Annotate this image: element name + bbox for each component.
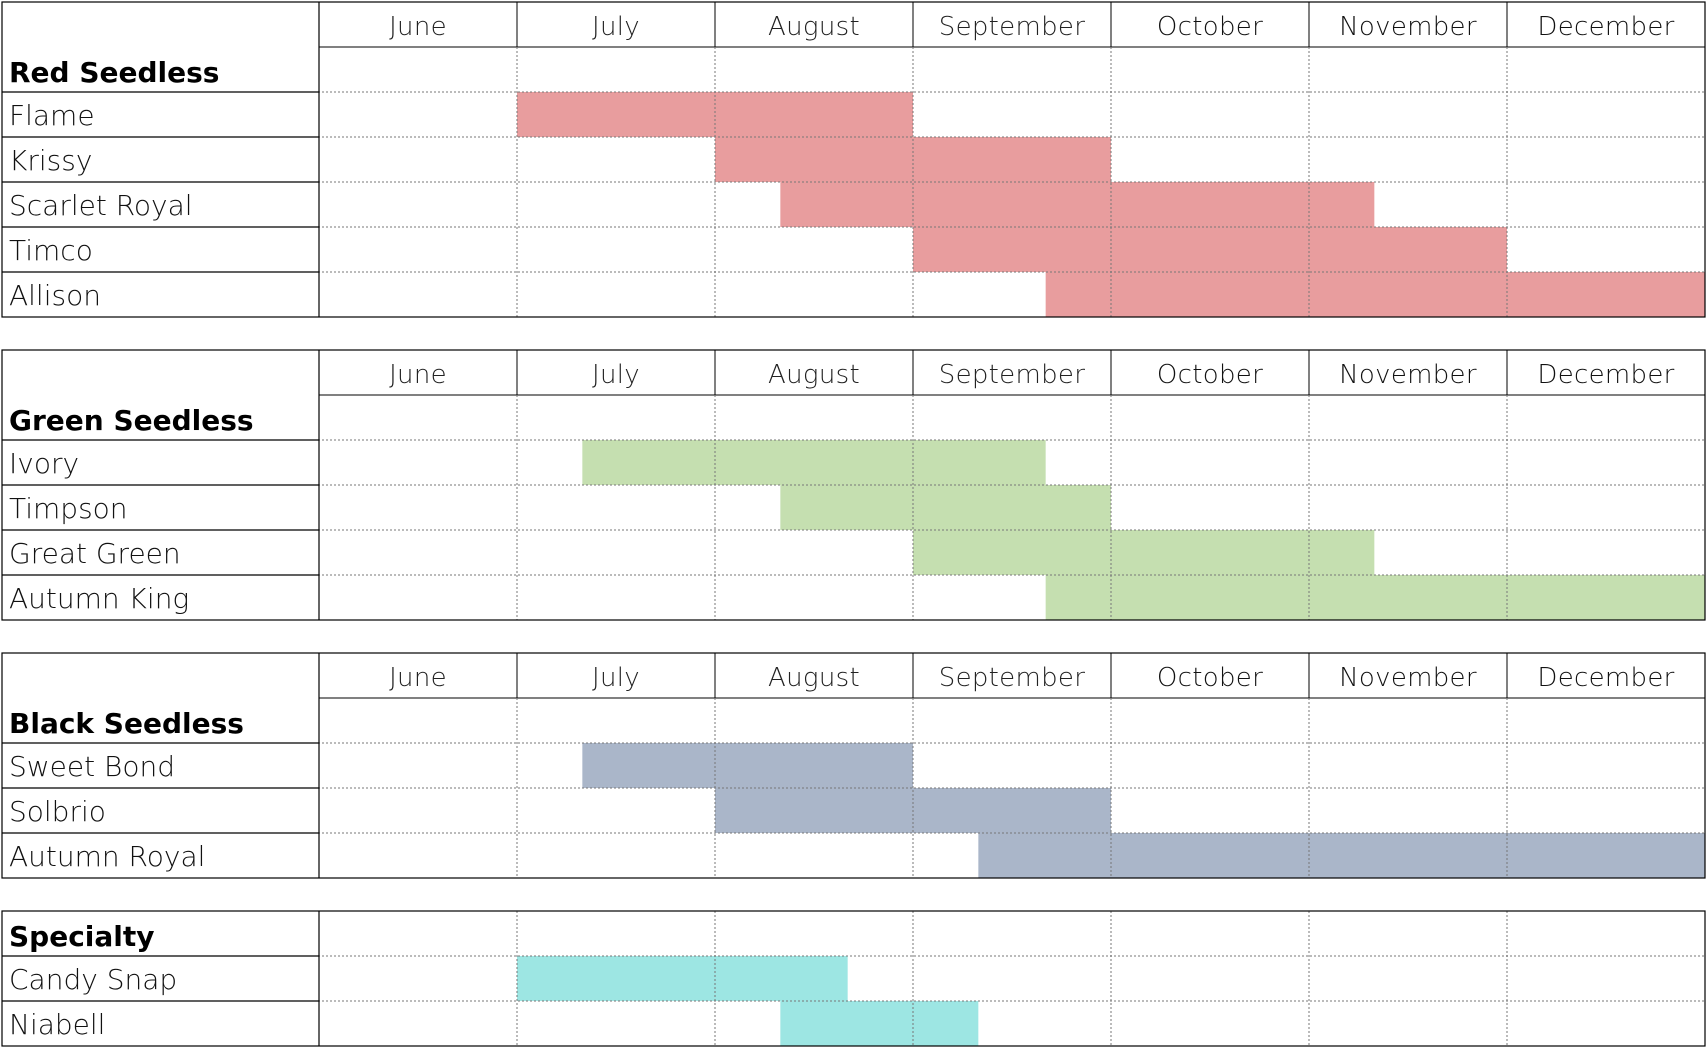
- group-border-black-seedless: [1, 652, 1706, 879]
- month-header-december: December: [1537, 360, 1674, 390]
- month-header-august: August: [768, 663, 860, 693]
- availability-bar-niabell: [780, 1001, 979, 1046]
- availability-bar-ivory: [582, 440, 1046, 485]
- availability-bar-candy-snap: [517, 956, 848, 1001]
- variety-label-niabell: Niabell: [9, 1008, 105, 1041]
- variety-label-candy-snap: Candy Snap: [9, 963, 177, 996]
- category-label-green-seedless: Green Seedless: [9, 404, 254, 437]
- variety-label-autumn-royal: Autumn Royal: [9, 840, 205, 873]
- month-header-september: September: [939, 12, 1085, 42]
- month-header-october: October: [1157, 360, 1263, 390]
- category-label-black-seedless: Black Seedless: [9, 707, 244, 740]
- month-header-december: December: [1537, 663, 1674, 693]
- month-header-july: July: [592, 12, 640, 42]
- category-label-specialty: Specialty: [9, 920, 155, 953]
- month-header-october: October: [1157, 12, 1263, 42]
- variety-label-timpson: Timpson: [9, 492, 128, 525]
- variety-label-ivory: Ivory: [9, 447, 79, 480]
- month-header-june: June: [389, 360, 447, 390]
- availability-bar-flame: [517, 92, 913, 137]
- variety-label-autumn-king: Autumn King: [9, 582, 189, 615]
- month-header-july: July: [592, 360, 640, 390]
- category-label-red-seedless: Red Seedless: [9, 56, 219, 89]
- month-header-july: July: [592, 663, 640, 693]
- availability-bar-great-green: [913, 530, 1375, 575]
- month-header-september: September: [939, 360, 1085, 390]
- variety-label-timco: Timco: [9, 234, 93, 267]
- variety-label-great-green: Great Green: [9, 537, 181, 570]
- variety-label-sweet-bond: Sweet Bond: [9, 750, 175, 783]
- month-header-june: June: [389, 663, 447, 693]
- month-header-august: August: [768, 360, 860, 390]
- month-header-december: December: [1537, 12, 1674, 42]
- availability-bar-timpson: [780, 485, 1111, 530]
- group-border-red-seedless: [1, 1, 1706, 318]
- month-header-november: November: [1339, 663, 1477, 693]
- month-header-august: August: [768, 12, 860, 42]
- month-header-october: October: [1157, 663, 1263, 693]
- month-header-november: November: [1339, 360, 1477, 390]
- variety-label-flame: Flame: [9, 99, 95, 132]
- variety-label-scarlet-royal: Scarlet Royal: [9, 189, 193, 222]
- availability-bar-timco: [913, 227, 1507, 272]
- availability-bar-scarlet-royal: [780, 182, 1375, 227]
- variety-label-krissy: Krissy: [9, 144, 92, 177]
- month-header-september: September: [939, 663, 1085, 693]
- group-border-specialty: [1, 910, 1706, 1047]
- variety-label-solbrio: Solbrio: [9, 795, 106, 828]
- availability-bar-allison: [1045, 272, 1705, 317]
- month-header-june: June: [389, 12, 447, 42]
- variety-label-allison: Allison: [9, 279, 101, 312]
- availability-bar-autumn-king: [1045, 575, 1705, 620]
- availability-bar-sweet-bond: [582, 743, 913, 788]
- group-border-green-seedless: [1, 349, 1706, 621]
- availability-bar-autumn-royal: [978, 833, 1705, 878]
- month-header-november: November: [1339, 12, 1477, 42]
